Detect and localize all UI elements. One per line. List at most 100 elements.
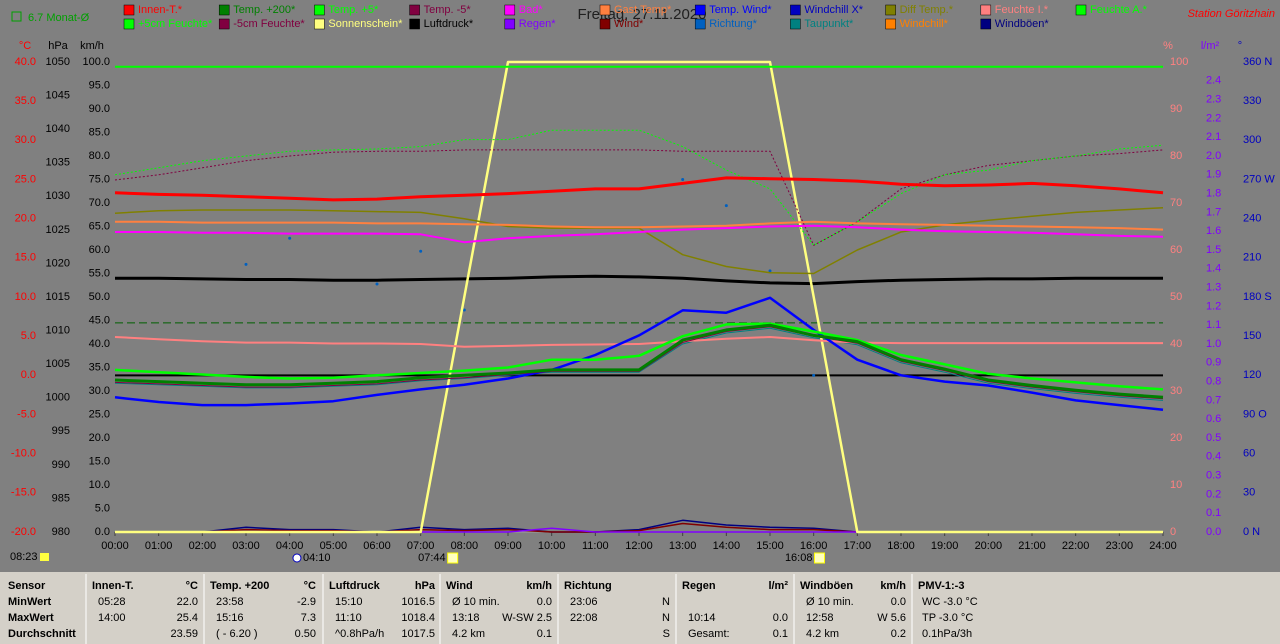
x-tick-label: 23:00 (1106, 540, 1134, 552)
y-tick-label: 0.9 (1206, 357, 1221, 369)
y-tick-label: 980 (52, 526, 70, 538)
x-tick-label: 19:00 (931, 540, 959, 552)
table-cell: ( - 6.20 ) (216, 628, 258, 640)
y-tick-label: 50.0 (89, 291, 110, 303)
legend-label: Innen-T.* (138, 4, 183, 16)
y-tick-label: 80.0 (89, 150, 110, 162)
y-tick-label: 1.0 (1206, 338, 1221, 350)
station-name: Station Göritzhain (1188, 8, 1275, 20)
y-tick-label: 5.0 (95, 502, 110, 514)
series-line (115, 60, 1163, 534)
legend-swatch (409, 4, 420, 16)
legend-swatch (790, 4, 801, 16)
point (462, 308, 466, 312)
x-tick-label: 16:00 (800, 540, 828, 552)
legend-swatch (409, 18, 420, 30)
y-tick-label: 1.9 (1206, 169, 1221, 181)
legend-label: Feuchte A.* (1090, 4, 1148, 16)
legend-label: Temp. +5* (328, 4, 379, 16)
table-cell: 7.3 (301, 612, 316, 624)
legend-label: -5cm Feuchte* (233, 18, 305, 30)
y-tick-label: 40.0 (15, 56, 36, 68)
y-tick-label: 5.0 (21, 330, 36, 342)
table-cell: W-SW 2.5 (502, 612, 552, 624)
legend-swatch (885, 18, 896, 30)
series-line (115, 224, 1164, 244)
y-tick-label: 1.1 (1206, 319, 1221, 331)
x-tick-label: 04:00 (276, 540, 304, 552)
legend-label: Temp. Wind* (709, 4, 772, 16)
y-tick-label: 55.0 (89, 267, 110, 279)
annotation-label: 16:08 (785, 552, 813, 564)
x-tick-label: 03:00 (232, 540, 260, 552)
average-label: 6.7 Monat-Ø (28, 12, 90, 24)
table-row-label: MaxWert (8, 612, 54, 624)
y-tick-label: 20 (1170, 432, 1182, 444)
y-tick-label: 75.0 (89, 173, 110, 185)
y-tick-label: 1035 (46, 157, 70, 169)
x-tick-label: 07:00 (407, 540, 435, 552)
table-cell: 23.59 (170, 628, 198, 640)
table-cell: 25.4 (177, 612, 198, 624)
table-cell: 14:00 (98, 612, 126, 624)
y-tick-label: 0.0 (95, 526, 110, 538)
table-cell: 0.2 (891, 628, 906, 640)
table-cell: 22:08 (570, 612, 598, 624)
table-cell: N (662, 612, 670, 624)
y-tick-label: 1040 (46, 123, 70, 135)
table-cell: 05:28 (98, 596, 126, 608)
y-tick-label: 25.0 (15, 173, 36, 185)
sun-icon (447, 552, 459, 564)
legend-swatch (504, 18, 516, 30)
y-tick-label: 30 (1170, 385, 1182, 397)
y-tick-label: 1025 (46, 224, 70, 236)
y-tick-label: 1.8 (1206, 188, 1221, 200)
x-tick-label: 11:00 (582, 540, 609, 552)
legend-swatch (314, 4, 325, 16)
table-unit: hPa (415, 580, 436, 592)
y-tick-label: 0.5 (1206, 432, 1221, 444)
y-tick-label: 0.3 (1206, 470, 1221, 482)
y-tick-label: -20.0 (11, 526, 36, 538)
legend-label: Taupunkt* (804, 18, 854, 30)
axis-label: km/h (80, 40, 104, 52)
y-tick-label: 40.0 (89, 338, 110, 350)
x-tick-label: 18:00 (887, 540, 915, 552)
x-tick-label: 01:00 (145, 540, 173, 552)
axis-label: ° (1238, 40, 1242, 52)
y-tick-label: -10.0 (11, 448, 36, 460)
y-tick-label: 0.0 (1206, 526, 1221, 538)
y-tick-label: 1.6 (1206, 225, 1221, 237)
y-tick-label: 65.0 (89, 220, 110, 232)
series-line (114, 327, 1164, 401)
axis-label: hPa (48, 40, 68, 52)
legend-label: Windböen* (995, 18, 1050, 30)
legend-label: Regen* (519, 18, 556, 30)
x-tick-label: 08:00 (451, 540, 479, 552)
legend-swatch (980, 4, 992, 16)
x-tick-label: 05:00 (320, 540, 348, 552)
table-cell: 23:06 (570, 596, 598, 608)
y-tick-label: 2.4 (1206, 75, 1221, 87)
table-row-label: Durchschnitt (8, 628, 76, 640)
table-cell: S (663, 628, 670, 640)
y-tick-label: 1015 (46, 291, 70, 303)
y-tick-label: 90 O (1243, 408, 1267, 420)
y-tick-label: 30.0 (89, 385, 110, 397)
series-line (114, 129, 1164, 246)
table-cell: Ø 10 min. (806, 596, 854, 608)
table-cell: 0.0 (891, 596, 906, 608)
table-cell: -2.9 (297, 596, 316, 608)
table-cell: 4.2 km (806, 628, 839, 640)
y-tick-label: 985 (52, 492, 70, 504)
table-cell: 4.2 km (452, 628, 485, 640)
y-tick-label: 120 (1243, 369, 1261, 381)
y-tick-label: 0.2 (1206, 488, 1221, 500)
legend-label: Gast Temp* (614, 4, 672, 16)
x-tick-label: 15:00 (756, 540, 784, 552)
table-header: Innen-T. (92, 580, 134, 592)
y-tick-label: 0.8 (1206, 376, 1221, 388)
y-tick-label: 2.0 (1206, 150, 1221, 162)
